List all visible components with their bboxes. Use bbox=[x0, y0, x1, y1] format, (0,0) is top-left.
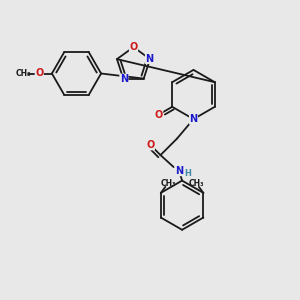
Text: N: N bbox=[120, 74, 128, 84]
Text: O: O bbox=[146, 140, 154, 150]
Text: N: N bbox=[146, 53, 154, 64]
Text: N: N bbox=[175, 166, 183, 176]
Text: O: O bbox=[154, 110, 163, 120]
Text: CH₃: CH₃ bbox=[16, 69, 32, 78]
Text: O: O bbox=[35, 68, 44, 79]
Text: CH₃: CH₃ bbox=[188, 179, 204, 188]
Text: N: N bbox=[189, 114, 198, 124]
Text: O: O bbox=[129, 42, 138, 52]
Text: CH₃: CH₃ bbox=[160, 179, 176, 188]
Text: H: H bbox=[184, 169, 191, 178]
